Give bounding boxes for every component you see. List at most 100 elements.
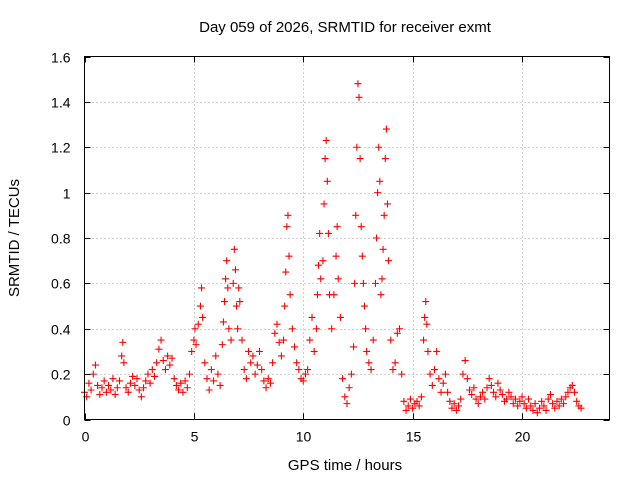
y-tick-label: 1.2 bbox=[51, 140, 71, 156]
data-point bbox=[498, 391, 506, 399]
data-point bbox=[352, 211, 360, 219]
data-point bbox=[359, 279, 367, 287]
data-point bbox=[546, 391, 554, 399]
data-point bbox=[557, 395, 565, 403]
data-point bbox=[423, 320, 431, 328]
x-tick-label: 10 bbox=[296, 429, 312, 445]
data-point bbox=[299, 377, 307, 385]
data-point bbox=[474, 400, 482, 408]
data-point bbox=[282, 268, 290, 276]
data-point bbox=[205, 386, 213, 394]
data-point bbox=[457, 395, 465, 403]
data-point bbox=[503, 395, 511, 403]
data-point bbox=[313, 291, 321, 299]
data-point bbox=[196, 302, 204, 310]
data-point bbox=[505, 388, 513, 396]
data-point bbox=[157, 336, 165, 344]
data-point bbox=[223, 257, 231, 265]
data-point bbox=[437, 388, 445, 396]
data-point bbox=[262, 384, 270, 392]
data-point bbox=[385, 257, 393, 265]
data-point bbox=[415, 402, 423, 410]
data-point bbox=[312, 325, 320, 333]
data-point bbox=[404, 402, 412, 410]
data-point bbox=[284, 211, 292, 219]
data-point bbox=[452, 406, 460, 414]
data-point bbox=[107, 386, 115, 394]
data-point bbox=[417, 393, 425, 401]
data-point bbox=[544, 395, 552, 403]
data-point bbox=[461, 357, 469, 365]
y-tick-label: 1 bbox=[63, 186, 71, 202]
data-point bbox=[310, 347, 318, 355]
data-point bbox=[199, 313, 207, 321]
data-point bbox=[142, 377, 150, 385]
data-point bbox=[100, 377, 108, 385]
data-point bbox=[264, 375, 272, 383]
data-point bbox=[216, 381, 224, 389]
data-point bbox=[212, 352, 220, 360]
data-point bbox=[317, 275, 325, 283]
y-tick-label: 1.6 bbox=[51, 50, 71, 66]
data-point bbox=[251, 370, 259, 378]
data-point bbox=[511, 395, 519, 403]
data-point bbox=[362, 325, 370, 333]
y-axis-title: SRMTID / TECUs bbox=[6, 179, 23, 297]
data-point bbox=[553, 397, 561, 405]
data-point bbox=[406, 395, 414, 403]
data-point bbox=[230, 245, 238, 253]
data-point bbox=[87, 386, 95, 394]
data-point bbox=[225, 325, 233, 333]
data-point bbox=[409, 404, 417, 412]
data-point bbox=[183, 384, 191, 392]
data-point bbox=[231, 266, 239, 274]
data-point bbox=[339, 375, 347, 383]
data-point bbox=[161, 366, 169, 374]
data-point bbox=[203, 375, 211, 383]
data-point bbox=[564, 388, 572, 396]
data-point bbox=[355, 93, 363, 101]
data-point bbox=[396, 325, 403, 333]
x-tick-label: 0 bbox=[82, 429, 90, 445]
data-point bbox=[420, 336, 428, 344]
data-point bbox=[260, 377, 268, 385]
data-point bbox=[105, 381, 113, 389]
data-point bbox=[221, 298, 228, 306]
y-tick-label: 0.8 bbox=[51, 231, 71, 247]
data-point bbox=[133, 375, 141, 383]
data-point bbox=[371, 279, 379, 287]
data-point bbox=[304, 366, 312, 374]
data-point bbox=[124, 388, 132, 396]
data-point bbox=[555, 402, 563, 410]
data-point bbox=[369, 336, 377, 344]
data-point bbox=[424, 347, 432, 355]
data-point bbox=[466, 386, 473, 394]
data-point bbox=[295, 366, 303, 374]
data-point bbox=[242, 375, 250, 383]
data-point bbox=[391, 359, 399, 367]
data-point bbox=[455, 402, 463, 410]
data-point bbox=[476, 393, 484, 401]
data-point bbox=[177, 379, 185, 387]
data-point bbox=[374, 189, 382, 197]
data-point bbox=[118, 352, 126, 360]
data-point bbox=[334, 275, 342, 283]
data-point bbox=[413, 397, 421, 405]
data-point bbox=[94, 381, 102, 389]
data-point bbox=[332, 252, 340, 260]
data-point bbox=[560, 400, 568, 408]
data-point bbox=[321, 155, 329, 163]
data-point bbox=[286, 291, 294, 299]
data-point bbox=[490, 388, 498, 396]
data-point bbox=[89, 370, 97, 378]
data-point bbox=[210, 377, 218, 385]
data-point bbox=[324, 229, 332, 237]
data-point bbox=[192, 341, 200, 349]
y-tick-label: 1.4 bbox=[51, 95, 71, 111]
data-point bbox=[351, 279, 359, 287]
data-point bbox=[285, 252, 293, 260]
data-point bbox=[540, 402, 548, 410]
data-point bbox=[151, 372, 158, 380]
data-point bbox=[190, 336, 198, 344]
data-point bbox=[381, 155, 389, 163]
